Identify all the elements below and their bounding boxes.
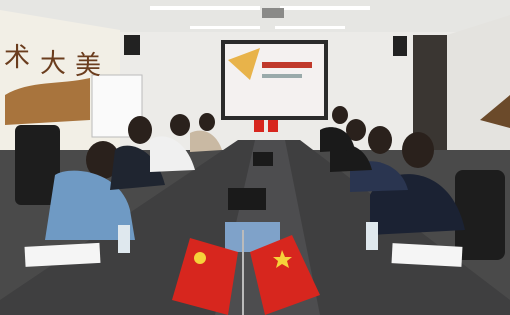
person-head (128, 116, 152, 144)
ceiling-light (280, 6, 370, 10)
ceiling-light (275, 26, 345, 29)
person-head (368, 126, 392, 154)
page: {"wall_text": ["术", "大", "美"]} 术 大 美 (0, 0, 510, 315)
water-bottle (118, 225, 130, 253)
tissue-box (228, 188, 266, 210)
wall-text: 大 (40, 49, 66, 79)
flag (254, 120, 264, 132)
water-bottle (366, 222, 378, 250)
photo: 术 大 美 (0, 0, 510, 315)
speaker (124, 35, 140, 55)
slide-graphic (262, 62, 312, 68)
wall-text: 美 (75, 51, 101, 81)
tissue-box (253, 152, 273, 166)
projector (262, 8, 284, 18)
flag-emblem (194, 252, 206, 264)
flag (268, 120, 278, 132)
person-head (402, 132, 434, 168)
ceiling-light (190, 26, 260, 29)
person-head (170, 114, 190, 136)
slide-graphic (262, 74, 302, 78)
screen (225, 44, 324, 116)
wall-text: 术 (4, 43, 30, 73)
speaker (393, 36, 407, 56)
person-head (332, 106, 348, 124)
ceiling-light (150, 6, 260, 10)
chair (455, 170, 505, 260)
paper (25, 243, 101, 267)
paper (392, 243, 463, 267)
person-head (199, 113, 215, 131)
